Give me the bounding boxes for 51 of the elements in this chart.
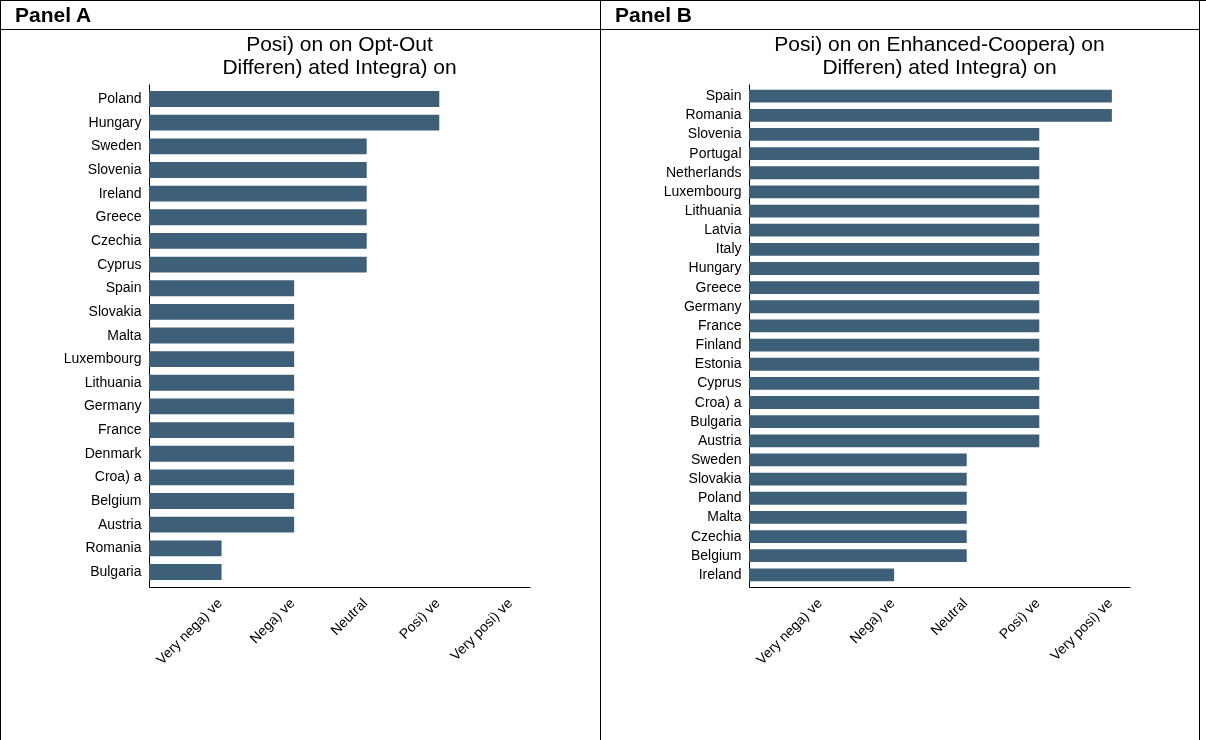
y-tick-label: Ireland: [698, 565, 742, 582]
y-tick-label: Slovakia: [688, 470, 742, 487]
y-tick-label: Slovakia: [88, 302, 142, 319]
y-tick-label: Romania: [685, 106, 742, 123]
y-tick-label: Bulgaria: [690, 412, 742, 429]
y-tick-label: France: [97, 421, 142, 438]
text: Panel A: [1, 1, 600, 30]
y-tick-label: Croa) a: [94, 468, 142, 485]
y-tick-label: Poland: [697, 489, 742, 506]
y-tick-label: Czechia: [90, 231, 142, 248]
y-tick-label: Sweden: [690, 450, 742, 467]
y-tick-label: Spain: [105, 279, 142, 296]
y-tick-label: Austria: [697, 431, 742, 448]
y-tick-label: Slovenia: [87, 160, 142, 177]
y-tick-label: Spain: [705, 87, 742, 104]
y-tick-label: Hungary: [688, 259, 742, 276]
y-tick-label: Italy: [715, 240, 742, 257]
y-tick-label: Cyprus: [697, 374, 742, 391]
y-tick-label: Greece: [95, 208, 142, 225]
y-tick-label: Ireland: [98, 184, 142, 201]
y-tick-label: Latvia: [704, 221, 742, 238]
text: Panel B: [601, 1, 1199, 30]
y-tick-label: Austria: [97, 515, 142, 532]
chart-title: Posi) on on Opt-Out Differen) ated Integra) on: [222, 32, 457, 78]
y-tick-label: Poland: [97, 90, 142, 107]
y-tick-label: Romania: [85, 539, 142, 556]
y-tick-label: Germany: [83, 397, 142, 414]
chart-title: Posi) on on Enhanced-Coopera) on Differen) ated Integra) on: [774, 32, 1105, 78]
y-tick-label: Bulgaria: [90, 562, 142, 579]
y-tick-label: Denmark: [84, 444, 143, 461]
y-tick-label: Belgium: [90, 492, 142, 509]
y-tick-label: Estonia: [694, 355, 742, 372]
y-tick-label: Czechia: [690, 527, 742, 544]
y-tick-label: Sweden: [90, 137, 142, 154]
y-tick-label: Cyprus: [97, 255, 142, 272]
y-tick-label: Greece: [695, 278, 742, 295]
y-tick-label: Malta: [107, 326, 142, 343]
y-tick-label: Hungary: [88, 113, 142, 130]
y-tick-label: Slovenia: [687, 125, 742, 142]
y-tick-label: Luxembourg: [63, 350, 142, 367]
y-tick-label: Belgium: [690, 546, 742, 563]
y-tick-label: Lithuania: [84, 373, 142, 390]
y-tick-label: France: [697, 316, 742, 333]
y-tick-label: Croa) a: [694, 393, 742, 410]
y-tick-label: Netherlands: [666, 163, 742, 180]
y-tick-label: Portugal: [689, 144, 742, 161]
y-tick-label: Lithuania: [684, 202, 742, 219]
y-tick-label: Luxembourg: [663, 182, 742, 199]
y-tick-label: Finland: [695, 336, 742, 353]
y-tick-label: Germany: [683, 297, 742, 314]
y-tick-label: Malta: [707, 508, 742, 525]
